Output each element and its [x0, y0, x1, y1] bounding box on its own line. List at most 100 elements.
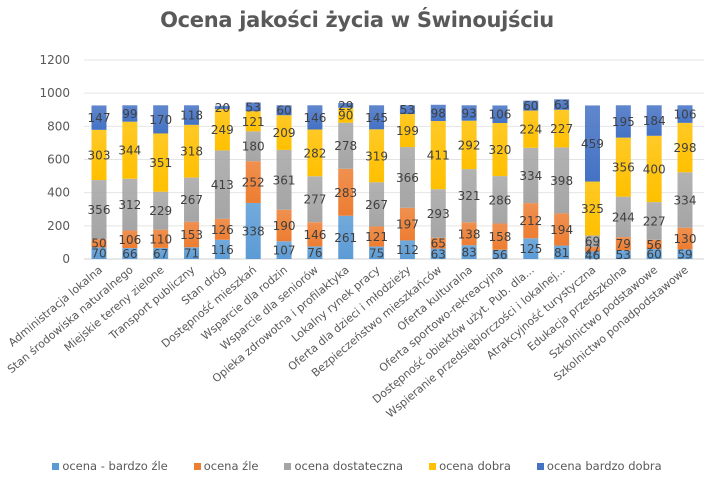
bar-segment	[369, 105, 385, 130]
data-label: 292	[458, 138, 481, 152]
data-label: 209	[273, 126, 296, 140]
bar-segment	[584, 235, 600, 247]
bar-segment	[461, 245, 477, 259]
bar-segment	[554, 147, 570, 214]
bar-segment	[369, 129, 385, 183]
data-label: 199	[396, 124, 419, 138]
bar-segment	[153, 191, 169, 230]
data-label: 267	[180, 193, 203, 207]
data-label: 67	[153, 247, 168, 261]
data-label: 65	[431, 237, 446, 251]
legend-label: ocena - bardzo źle	[62, 459, 168, 473]
bar-segment	[338, 107, 354, 123]
data-label: 63	[554, 98, 569, 112]
bar-segment	[584, 105, 600, 182]
data-label: 66	[122, 247, 137, 261]
bar-segment	[615, 250, 631, 259]
bar-segment	[276, 241, 292, 259]
data-label: 125	[519, 242, 542, 256]
bar-segment	[153, 105, 169, 134]
data-label: 334	[519, 169, 542, 183]
data-label: 320	[488, 143, 511, 157]
bar-segment	[245, 161, 261, 203]
y-tick-label: 1000	[39, 86, 70, 100]
bar-segment	[615, 237, 631, 251]
data-label: 319	[365, 149, 388, 163]
legend-item: ocena źle	[193, 459, 258, 473]
data-label: 107	[273, 244, 296, 258]
data-label: 180	[242, 140, 265, 154]
bar-segment	[214, 150, 230, 219]
data-label: 146	[303, 111, 326, 125]
bar-segment	[492, 223, 508, 250]
chart-title: Ocena jakości życia w Świnoujściu	[160, 8, 554, 32]
data-label: 81	[554, 246, 569, 260]
data-label: 126	[211, 223, 234, 237]
data-label: 197	[396, 218, 419, 232]
data-label: 112	[396, 243, 419, 257]
bar-segment	[184, 124, 200, 178]
legend-swatch	[429, 462, 437, 470]
data-label: 69	[585, 235, 600, 249]
bar-segment	[646, 239, 662, 250]
data-label: 53	[246, 100, 261, 114]
data-label: 252	[242, 176, 265, 190]
bar-segment	[245, 111, 261, 132]
data-label: 75	[369, 246, 384, 260]
data-label: 56	[492, 248, 507, 262]
bar-segment	[399, 114, 415, 148]
data-label: 411	[427, 149, 450, 163]
bar-segment	[184, 105, 200, 125]
data-label: 90	[338, 109, 353, 123]
bar-segment	[153, 133, 169, 192]
bar-segment	[677, 122, 693, 173]
bar-segment	[523, 203, 539, 239]
bar-segment	[492, 249, 508, 259]
data-label: 244	[612, 210, 635, 224]
bar-segment	[523, 147, 539, 204]
data-label: 229	[149, 204, 172, 218]
bar-segment	[307, 105, 323, 130]
data-label: 110	[149, 232, 172, 246]
bar-segment	[461, 169, 477, 223]
legend: ocena - bardzo źle ocena źle ocena dostate…	[0, 459, 714, 473]
data-label: 83	[461, 246, 476, 260]
bar-segment	[338, 168, 354, 216]
bar-segment	[369, 182, 385, 227]
bar-segment	[91, 105, 107, 130]
data-label: 60	[276, 104, 291, 118]
bar-segment	[369, 246, 385, 259]
data-label: 53	[616, 248, 631, 262]
data-label: 366	[396, 171, 419, 185]
bar-segment	[91, 129, 107, 181]
data-label: 190	[273, 219, 296, 233]
bar-segment	[554, 109, 570, 148]
y-tick-label: 0	[62, 252, 70, 266]
bar-segment	[677, 227, 693, 250]
bar-segment	[554, 99, 570, 110]
data-label: 76	[307, 246, 322, 260]
data-label: 56	[647, 238, 662, 252]
data-label: 170	[149, 113, 172, 127]
bar-segment	[122, 105, 138, 122]
bar-segment	[214, 239, 230, 259]
bar-segment	[677, 105, 693, 123]
bar-segment	[307, 246, 323, 259]
data-label: 106	[674, 108, 697, 122]
bar-segment	[184, 221, 200, 248]
bar-segment	[615, 105, 631, 138]
data-label: 59	[677, 248, 692, 262]
bar-segment	[214, 105, 230, 110]
bar-segment	[91, 180, 107, 240]
bars	[91, 99, 693, 259]
data-label: 50	[91, 237, 106, 251]
data-label: 184	[643, 114, 666, 128]
bar-segment	[153, 229, 169, 248]
bar-segment	[122, 248, 138, 259]
y-tick-label: 1200	[39, 53, 70, 67]
bar-segment	[646, 249, 662, 259]
bar-segment	[523, 110, 539, 148]
data-label: 398	[550, 174, 573, 188]
data-label: 121	[365, 230, 388, 244]
